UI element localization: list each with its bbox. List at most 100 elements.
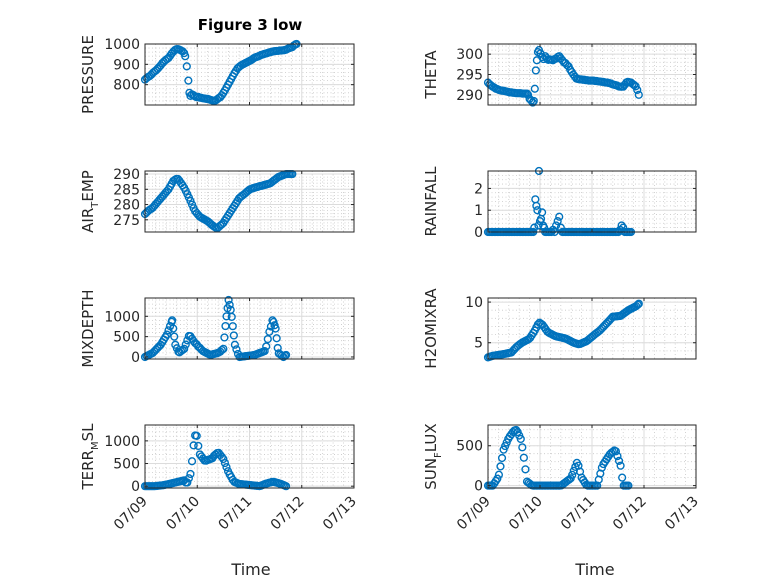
sun-flux-data-point <box>618 473 627 482</box>
mixdepth-data-point <box>232 345 241 354</box>
pressure-y-tick-label: 800 <box>113 78 140 94</box>
air-temp-y-tick-label: 285 <box>113 182 140 198</box>
sun-flux-data-point <box>494 470 504 479</box>
pressure-data-point <box>182 62 191 71</box>
h2omixra-y-tick-label: 10 <box>465 295 483 311</box>
mixdepth-data-point <box>272 334 281 343</box>
terr-msl-data-point <box>217 452 226 462</box>
mixdepth-data-point <box>219 344 228 353</box>
mixdepth-data-point <box>271 324 280 333</box>
mixdepth-data-point <box>225 300 234 310</box>
mixdepth-data-point <box>220 333 229 342</box>
terr-msl-y-axis-label: TERRMSL <box>79 423 101 491</box>
mixdepth-data-point <box>169 324 178 333</box>
air-temp-y-tick-label: 280 <box>113 198 140 214</box>
rainfall-data-point <box>553 217 562 226</box>
sun-flux-y-tick-label: 500 <box>456 439 483 455</box>
rainfall-data-point <box>552 221 561 230</box>
mixdepth-y-tick-label: 500 <box>113 330 140 346</box>
terr-msl-data-point <box>194 441 203 451</box>
sun-flux-data-point <box>516 434 525 444</box>
terr-msl-data-point <box>220 458 230 468</box>
h2omixra-y-tick-label: 5 <box>474 336 483 352</box>
terr-msl-y-tick-label: 0 <box>131 479 140 495</box>
rainfall-data-point <box>537 208 547 217</box>
mixdepth-data-point <box>263 334 272 344</box>
sun-flux-data-point <box>613 452 622 461</box>
rainfall-y-tick-label: 2 <box>474 181 483 197</box>
x-axis-label-left: Time <box>230 560 270 579</box>
terr-msl-data-point <box>184 474 193 483</box>
theta-data-point <box>529 96 538 106</box>
sun-flux-data-point <box>519 453 528 462</box>
terr-msl-data-point <box>222 463 231 472</box>
subplot-mixdepth: 0 500 1000 MIXDEPTH <box>79 289 355 368</box>
pressure-data-point <box>181 52 190 61</box>
sun-flux-data-point <box>608 447 617 456</box>
sun-flux-data-point <box>614 456 624 465</box>
rainfall-data-point <box>555 212 564 221</box>
mixdepth-data-point <box>181 340 190 349</box>
mixdepth-data-point <box>162 330 172 339</box>
sun-flux-data-point <box>493 474 502 483</box>
air-temp-y-axis-label: AIRTEMP <box>79 170 101 233</box>
sun-flux-data-point <box>616 461 625 470</box>
mixdepth-data-point <box>265 327 274 336</box>
subplot-rainfall: 0 1 2 RAINFALL <box>422 166 697 241</box>
h2omixra-y-axis-label: H2OMIXRA <box>422 288 440 369</box>
x-axis-label-right: Time <box>574 560 614 579</box>
theta-y-axis-label: THETA <box>422 50 440 100</box>
subplot-pressure: 800 900 1000 PRESSURE <box>79 35 355 114</box>
sun-flux-data-point <box>521 465 530 474</box>
rainfall-y-tick-label: 0 <box>474 225 483 241</box>
theta-y-tick-label: 295 <box>456 68 483 84</box>
mixdepth-data-point <box>230 340 239 349</box>
mixdepth-y-tick-label: 1000 <box>104 309 140 325</box>
terr-msl-data-point <box>187 457 197 466</box>
sun-flux-data-point <box>624 481 633 490</box>
rainfall-y-axis-label: RAINFALL <box>422 166 440 237</box>
theta-data-point <box>530 84 539 93</box>
terr-msl-data-point <box>189 441 198 450</box>
mixdepth-data-point <box>260 346 269 356</box>
mixdepth-data-point <box>217 345 226 355</box>
mixdepth-data-point <box>224 295 233 305</box>
theta-data-point <box>634 90 643 99</box>
mixdepth-data-point <box>262 342 271 351</box>
sun-flux-y-axis-label: SUNFLUX <box>422 423 444 489</box>
subplot-h2omixra: 5 10 H2OMIXRA <box>422 288 697 369</box>
mixdepth-data-point <box>170 332 179 341</box>
terr-msl-data-point <box>281 482 291 491</box>
sun-flux-y-tick-label: 0 <box>474 479 483 495</box>
pressure-y-tick-label: 1000 <box>104 37 140 53</box>
sun-flux-data-point <box>497 453 507 463</box>
rainfall-data-point <box>530 223 539 232</box>
terr-msl-data-point <box>186 469 195 479</box>
rainfall-y-tick-label: 1 <box>474 203 483 219</box>
theta-data-point <box>633 85 642 95</box>
theta-y-tick-label: 300 <box>456 47 483 63</box>
terr-msl-y-tick-label: 500 <box>113 457 140 473</box>
sun-flux-data-point <box>496 462 505 471</box>
pressure-data-point <box>184 76 193 85</box>
terr-msl-y-tick-label: 1000 <box>104 434 140 450</box>
mixdepth-data-point <box>222 312 231 321</box>
sun-flux-data-point <box>518 443 527 452</box>
terr-msl-data-point <box>183 478 192 487</box>
terr-msl-data-point <box>219 454 228 464</box>
mixdepth-data-point <box>229 331 238 340</box>
mixdepth-data-point <box>164 326 173 335</box>
theta-data-point <box>531 66 540 75</box>
rainfall-data-point <box>533 206 542 215</box>
h2omixra-data-point <box>634 299 643 308</box>
mixdepth-y-axis-label: MIXDEPTH <box>79 289 97 367</box>
theta-y-tick-label: 290 <box>456 88 483 104</box>
mixdepth-data-point <box>281 350 291 360</box>
h2omixra-data-point <box>633 300 642 309</box>
mixdepth-y-tick-label: 0 <box>131 350 140 366</box>
mixdepth-data-point <box>227 312 236 321</box>
rainfall-data-point <box>532 201 541 210</box>
rainfall-data-point <box>617 221 626 230</box>
